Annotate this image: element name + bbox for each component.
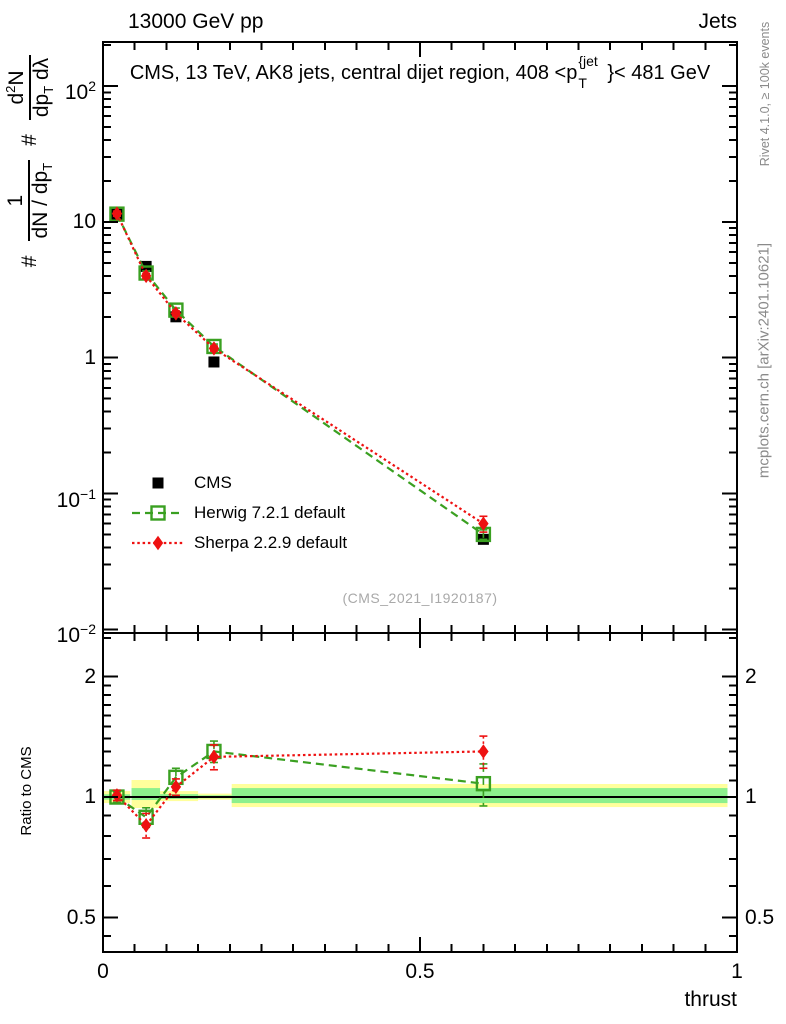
data-point-filled-diamond bbox=[140, 268, 152, 284]
main-y-tick-label: 10−2 bbox=[56, 621, 96, 648]
ratio-uncertainty-bands bbox=[103, 780, 728, 808]
data-point-filled-square bbox=[208, 356, 220, 368]
analysis-id-watermark: (CMS_2021_I1920187) bbox=[342, 590, 498, 606]
legend-marker-herwig bbox=[132, 505, 184, 521]
data-point-filled-diamond bbox=[111, 206, 123, 221]
pt-jet-superscript: {jet bbox=[578, 53, 598, 69]
ratio-series-herwig-line bbox=[116, 750, 484, 819]
ratio-y-tick-label-right: 0.5 bbox=[745, 905, 775, 929]
legend-marker-cms bbox=[152, 477, 164, 489]
plot-title-text: CMS, 13 TeV, AK8 jets, central dijet reg… bbox=[129, 62, 578, 84]
legend: CMS Herwig 7.2.1 default Sherpa 2.2.9 de… bbox=[130, 468, 347, 558]
data-point-filled-diamond bbox=[478, 516, 489, 531]
plot-title-text-end: }< 481 GeV bbox=[607, 62, 711, 84]
legend-item-herwig: Herwig 7.2.1 default bbox=[130, 498, 347, 528]
mcplots-reference-note: mcplots.cern.ch [arXiv:2401.10621] bbox=[755, 242, 773, 479]
rivet-version-note: Rivet 4.1.0, ≥ 100k events bbox=[758, 21, 772, 167]
legend-marker-sherpa bbox=[132, 535, 184, 551]
green-band-segment bbox=[131, 788, 161, 801]
legend-item-sherpa: Sherpa 2.2.9 default bbox=[130, 528, 347, 558]
data-point-open-square bbox=[475, 775, 492, 792]
main-series-sherpa bbox=[111, 206, 489, 533]
fraction-1-den-sub: T bbox=[39, 162, 55, 171]
legend-label-herwig: Herwig 7.2.1 default bbox=[194, 503, 346, 522]
ratio-panel-frame bbox=[102, 632, 738, 953]
main-y-tick-label: 10 bbox=[72, 209, 96, 233]
legend-label-cms: CMS bbox=[194, 473, 232, 492]
y-label-hash-2: # bbox=[18, 134, 41, 146]
green-band-segment bbox=[231, 788, 728, 804]
ratio-y-tick-label-left: 2 bbox=[84, 664, 96, 688]
pt-jet-supsub: {jet T bbox=[577, 53, 607, 91]
process-label: Jets bbox=[698, 10, 737, 33]
pt-jet-subscript: T bbox=[578, 75, 587, 91]
data-point-filled-square bbox=[152, 477, 164, 489]
main-y-tick-label: 10−1 bbox=[56, 485, 96, 512]
legend-item-cms: CMS bbox=[130, 468, 347, 498]
ratio-y-tick-label-left: 0.5 bbox=[66, 905, 96, 929]
x-tick-label: 1 bbox=[731, 960, 743, 983]
data-point-filled-diamond bbox=[208, 341, 220, 356]
ratio-y-tick-label-right: 1 bbox=[745, 785, 757, 809]
ratio-y-tick-label-right: 2 bbox=[745, 664, 757, 688]
data-point-filled-diamond bbox=[152, 535, 164, 551]
ratio-y-tick-label-left: 1 bbox=[84, 785, 96, 809]
data-point-filled-diamond bbox=[140, 818, 152, 833]
x-tick-label: 0.5 bbox=[405, 960, 435, 983]
data-point-filled-diamond bbox=[208, 749, 220, 765]
data-point-filled-diamond bbox=[170, 779, 182, 795]
data-point-open-square bbox=[150, 505, 166, 521]
plot-title: CMS, 13 TeV, AK8 jets, central dijet reg… bbox=[103, 53, 737, 91]
data-point-filled-diamond bbox=[111, 788, 123, 803]
x-axis-label: thrust bbox=[684, 988, 737, 1011]
ratio-series-sherpa bbox=[111, 735, 489, 839]
x-tick-label: 0 bbox=[97, 960, 109, 983]
data-point-filled-diamond bbox=[170, 306, 182, 321]
y-label-hash-1: # bbox=[18, 255, 41, 268]
main-y-tick-label: 102 bbox=[64, 78, 96, 105]
beam-energy-label: 13000 GeV pp bbox=[128, 10, 264, 33]
data-point-filled-diamond bbox=[478, 744, 489, 759]
main-y-tick-label: 1 bbox=[84, 345, 96, 369]
fraction-1-numerator: 1 bbox=[4, 194, 28, 207]
legend-label-sherpa: Sherpa 2.2.9 default bbox=[194, 533, 348, 552]
